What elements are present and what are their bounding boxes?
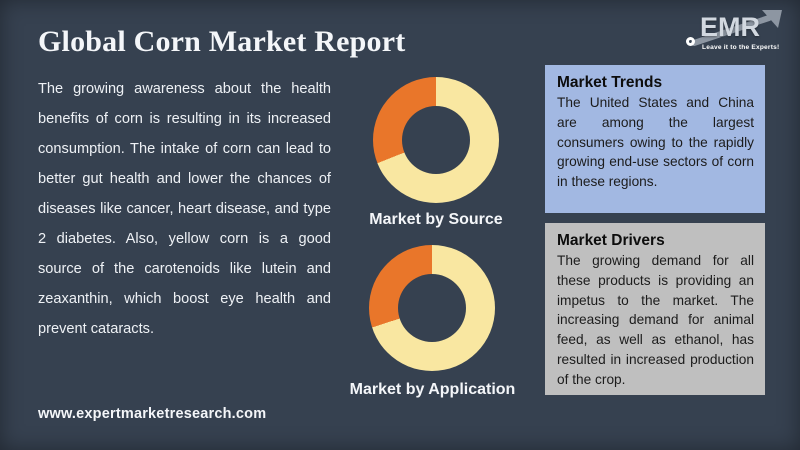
donut-chart-market-by-source bbox=[373, 77, 499, 203]
donut-hole bbox=[398, 274, 466, 342]
market-drivers-title: Market Drivers bbox=[557, 232, 665, 249]
donut-hole bbox=[402, 106, 470, 174]
market-trends-body: The United States and China are among th… bbox=[557, 95, 754, 190]
website-link[interactable]: www.expertmarketresearch.com bbox=[38, 406, 267, 422]
up-right-arrow-icon bbox=[691, 10, 782, 46]
market-trends-card: Market Trends The United States and Chin… bbox=[545, 65, 765, 213]
market-drivers-body: The growing demand for all these product… bbox=[557, 253, 754, 387]
donut-chart-market-by-application bbox=[369, 245, 495, 371]
market-trends-title: Market Trends bbox=[557, 74, 663, 91]
emr-logo-text: EMR bbox=[700, 12, 760, 42]
emr-logo-tagline: Leave it to the Experts! bbox=[702, 44, 780, 51]
page-title: Global Corn Market Report bbox=[38, 25, 406, 58]
emr-logo: EMR Leave it to the Experts! bbox=[686, 10, 786, 56]
market-drivers-card: Market Drivers The growing demand for al… bbox=[545, 223, 765, 395]
emr-logo-circle-icon bbox=[686, 37, 695, 46]
chart-title-market-by-source: Market by Source bbox=[369, 211, 503, 228]
intro-paragraph: The growing awareness about the health b… bbox=[38, 81, 331, 337]
chart-title-market-by-application: Market by Application bbox=[349, 381, 516, 398]
